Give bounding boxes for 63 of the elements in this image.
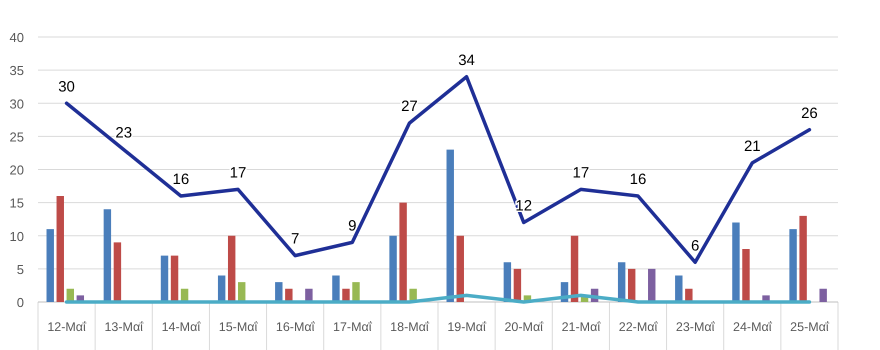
bar [742, 249, 750, 302]
bar [399, 202, 407, 302]
x-tick-label: 16-Μαΐ [276, 320, 316, 334]
data-label: 16 [172, 171, 190, 188]
x-tick-label: 23-Μαΐ [676, 320, 716, 334]
bar [618, 262, 626, 302]
data-label: 17 [230, 164, 246, 182]
bar [514, 268, 522, 302]
bar [332, 276, 340, 302]
bar [104, 209, 112, 302]
x-tick-label: 21-Μαΐ [562, 320, 602, 334]
data-label: 17 [572, 164, 590, 182]
x-tick-label: 20-Μαΐ [504, 320, 544, 334]
x-tick-label: 18-Μαΐ [390, 320, 430, 334]
data-label: 27 [401, 98, 418, 116]
x-tick-label: 12-Μαΐ [47, 320, 88, 334]
data-label: 30 [58, 78, 75, 96]
y-tick-label: 15 [10, 196, 24, 211]
data-label: 21 [744, 138, 761, 155]
bar [228, 236, 236, 302]
y-tick-label: 40 [10, 30, 24, 45]
x-tick-label: 15-Μαΐ [218, 320, 258, 334]
bar [456, 236, 464, 302]
bar [275, 282, 283, 302]
bar [732, 222, 740, 302]
data-label: 6 [690, 237, 700, 254]
bar [238, 282, 246, 302]
bar [504, 262, 512, 302]
x-tick-label: 24-Μαΐ [733, 320, 773, 334]
data-label: 9 [348, 217, 356, 234]
bar [799, 216, 807, 302]
bar [628, 268, 636, 302]
y-tick-label: 20 [10, 162, 24, 178]
bar [218, 276, 226, 302]
y-tick-label: 35 [10, 63, 24, 78]
data-label: 26 [801, 104, 818, 122]
data-label: 34 [458, 52, 475, 69]
x-tick-label: 14-Μαΐ [162, 320, 202, 334]
data-label: 7 [290, 230, 300, 248]
y-tick-label: 10 [10, 228, 24, 244]
data-label: 16 [630, 171, 646, 188]
bar [160, 256, 168, 302]
bar [446, 150, 454, 302]
bar [56, 196, 64, 302]
bar [570, 236, 578, 302]
bar [389, 236, 397, 302]
x-tick-label: 13-Μαΐ [104, 320, 144, 334]
y-tick-label: 5 [16, 262, 24, 277]
bar [170, 256, 178, 302]
y-tick-label: 0 [16, 295, 24, 310]
x-tick-label: 17-Μαΐ [333, 320, 373, 334]
x-tick-label: 22-Μαΐ [618, 320, 658, 334]
x-tick-label: 25-Μαΐ [790, 320, 830, 334]
bar [789, 229, 797, 302]
bar [819, 288, 827, 302]
y-tick-label: 30 [10, 96, 24, 112]
bar [675, 276, 683, 302]
bar [114, 242, 122, 302]
data-label: 23 [115, 124, 132, 142]
bar [46, 229, 54, 302]
x-tick-label: 19-Μαΐ [447, 320, 488, 334]
y-tick-label: 25 [10, 129, 24, 144]
bar [648, 268, 656, 302]
